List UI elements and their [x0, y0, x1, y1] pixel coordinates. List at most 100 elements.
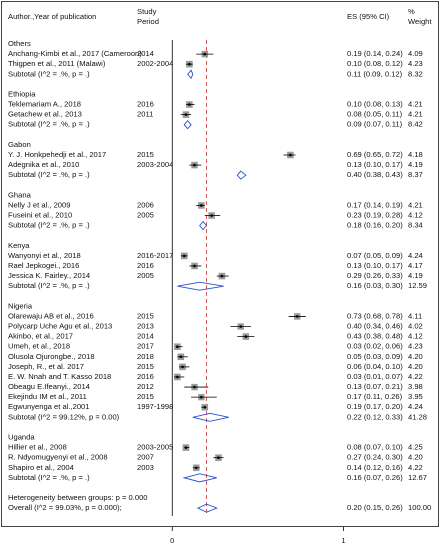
study-period: 2015	[137, 150, 154, 159]
pooled-diamond	[236, 170, 247, 180]
study-period: 2007	[137, 453, 154, 462]
point-estimate	[200, 204, 203, 207]
x-tick-label: 1	[341, 536, 345, 545]
point-estimate	[239, 325, 243, 328]
group-name: Uganda	[8, 433, 35, 442]
row-label: Hillier et al., 2008	[8, 443, 67, 452]
row-label: E. W. Nnah and T. Kasso 2018	[8, 372, 111, 381]
study-period: 2015	[137, 311, 154, 320]
effect-size: 0.23 (0.19, 0.28)	[347, 211, 403, 220]
header-es: ES (95% CI)	[347, 12, 390, 21]
row-label: Polycarp Uche Agu et al., 2013	[8, 322, 112, 331]
row-label: Wanyonyi et al., 2018	[8, 251, 81, 260]
point-estimate	[179, 355, 183, 359]
row-label: Teklemariam A., 2018	[8, 100, 81, 109]
study-period: 2018	[137, 352, 154, 361]
effect-size: 0.40 (0.38, 0.43)	[347, 170, 403, 179]
effect-size: 0.40 (0.34, 0.46)	[347, 322, 403, 331]
point-estimate	[244, 335, 248, 338]
weight: 41.28	[408, 412, 427, 421]
weight: 4.02	[408, 322, 423, 331]
weight: 8.37	[408, 170, 423, 179]
study-period: 2011	[137, 110, 153, 119]
pooled-diamond	[199, 220, 208, 231]
pooled-diamond	[187, 69, 194, 80]
study-period: 2003	[137, 463, 154, 472]
weight: 4.19	[408, 271, 423, 280]
row-label: Y. J. Honkpehedji et al., 2017	[8, 150, 106, 159]
effect-size: 0.17 (0.11, 0.26)	[347, 392, 403, 401]
weight: 4.23	[408, 342, 423, 351]
weight: 4.25	[408, 443, 423, 452]
row-label: Obeagu E.Ifeanyi., 2014	[8, 382, 90, 391]
effect-size: 0.16 (0.03, 0.30)	[347, 281, 403, 290]
row-label: Ekejindu IM et al., 2011	[8, 392, 87, 401]
row-label: Overall (I^2 = 99.03%, p = 0.000);	[8, 503, 122, 512]
effect-size: 0.08 (0.07, 0.10)	[347, 443, 403, 452]
group-name: Ethiopia	[8, 89, 36, 98]
point-estimate	[176, 345, 179, 349]
effect-size: 0.11 (0.09, 0.12)	[347, 69, 403, 78]
weight: 4.21	[408, 110, 423, 119]
weight: 4.20	[408, 362, 423, 371]
weight: 8.32	[408, 69, 423, 78]
effect-size: 0.22 (0.12, 0.33)	[347, 412, 403, 421]
row-label: Subtotal (I^2 = .%, p = .)	[8, 221, 90, 230]
weight: 8.34	[408, 221, 423, 230]
row-label: Subtotal (I^2 = .%, p = .)	[8, 69, 90, 78]
header-author: Author.,Year of publication	[8, 12, 96, 21]
weight: 4.21	[408, 100, 423, 109]
study-period: 2015	[137, 362, 154, 371]
effect-size: 0.13 (0.10, 0.17)	[347, 160, 403, 169]
study-period: 2016	[137, 261, 154, 270]
x-tick-label: 0	[170, 536, 174, 545]
row-label: Adegnika et al., 2010	[8, 160, 79, 169]
effect-size: 0.19 (0.14, 0.24)	[347, 49, 403, 58]
study-period: 2003-2005	[137, 443, 173, 452]
effect-size: 0.18 (0.16, 0.20)	[347, 221, 403, 230]
group-name: Gabon	[8, 140, 31, 149]
effect-size: 0.73 (0.68, 0.78)	[347, 311, 403, 320]
weight: 3.95	[408, 392, 423, 401]
study-period: 2017	[137, 342, 154, 351]
effect-size: 0.13 (0.07, 0.21)	[347, 382, 403, 391]
weight: 4.20	[408, 453, 423, 462]
row-label: Nelly J et al., 2009	[8, 200, 70, 209]
effect-size: 0.09 (0.07, 0.11)	[347, 120, 403, 129]
effect-size: 0.05 (0.03, 0.09)	[347, 352, 403, 361]
row-label: R. Ndyomugyenyi et al., 2008	[8, 453, 108, 462]
weight: 100.00	[408, 503, 431, 512]
row-label: Subtotal (I^2 = 99.12%, p = 0.00)	[8, 412, 120, 421]
effect-size: 0.27 (0.24, 0.30)	[347, 453, 403, 462]
point-estimate	[203, 405, 207, 409]
group-name: Nigeria	[8, 301, 33, 310]
point-estimate	[193, 385, 196, 389]
effect-size: 0.08 (0.05, 0.11)	[347, 110, 403, 119]
weight: 3.98	[408, 382, 423, 391]
pooled-diamond	[196, 503, 219, 513]
heterogeneity: Heterogeneity between groups: p = 0.000	[8, 493, 148, 502]
row-label: Rael Jepkogei., 2016	[8, 261, 79, 270]
group-name: Ghana	[8, 190, 32, 199]
point-estimate	[295, 315, 299, 318]
weight: 4.17	[408, 261, 423, 270]
point-estimate	[176, 375, 179, 379]
point-estimate	[188, 62, 191, 66]
point-estimate	[203, 52, 207, 56]
effect-size: 0.06 (0.04, 0.10)	[347, 362, 403, 371]
study-period: 2013	[137, 322, 154, 331]
weight: 4.18	[408, 150, 423, 159]
weight: 4.24	[408, 402, 423, 411]
study-period: 2002-2004	[137, 59, 173, 68]
effect-size: 0.17 (0.14, 0.19)	[347, 200, 403, 209]
row-label: Umeh, et al., 2018	[8, 342, 70, 351]
weight: 4.11	[408, 311, 422, 320]
effect-size: 0.19 (0.17, 0.20)	[347, 402, 403, 411]
study-period: 2003-2004	[137, 160, 173, 169]
header-period: Period	[137, 17, 159, 26]
weight: 4.09	[408, 49, 423, 58]
pooled-diamond	[192, 412, 229, 422]
effect-size: 0.29 (0.26, 0.33)	[347, 271, 403, 280]
row-label: Subtotal (I^2 = .%, p = .)	[8, 170, 90, 179]
group-name: Kenya	[8, 241, 30, 250]
